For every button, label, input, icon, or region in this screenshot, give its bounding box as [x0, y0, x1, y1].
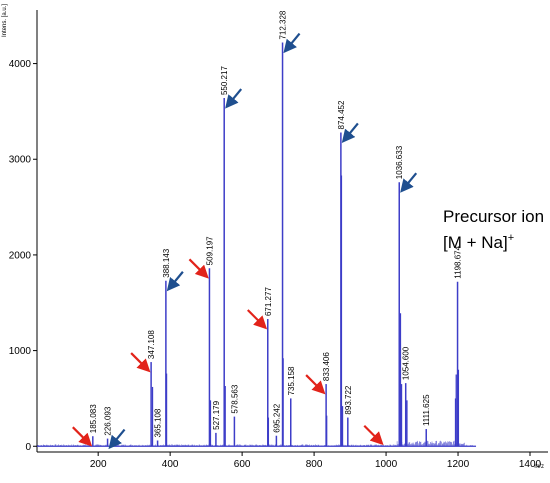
peak-label: 578.563: [230, 384, 239, 413]
peak-label: 712.328: [279, 10, 288, 39]
blue-arrow: [341, 122, 359, 144]
peak-label: 185.083: [89, 404, 98, 433]
blue-arrow: [108, 428, 126, 450]
peak-label: 550.217: [220, 66, 229, 95]
red-arrow: [246, 309, 268, 330]
precursor-formula: [M + Na]: [443, 233, 508, 252]
peak-label: 874.452: [337, 100, 346, 129]
y-ticks: 0 1000 2000 3000 4000: [9, 59, 37, 453]
x-tick-label: 600: [234, 459, 251, 470]
peak-label: 347.108: [147, 330, 156, 359]
x-axis-label: m/z: [534, 464, 544, 470]
peak-label: 833.406: [322, 352, 331, 381]
precursor-line1: Precursor ion: [443, 207, 544, 226]
peak-label: 735.158: [287, 366, 296, 395]
x-tick-label: 1200: [447, 459, 470, 470]
precursor-charge-sup: +: [508, 232, 514, 244]
x-tick-label: 1000: [375, 459, 398, 470]
y-tick-label: 2000: [9, 250, 32, 261]
peak-label: 893.722: [344, 385, 353, 414]
x-ticks: 200 400 600 800 1000 1200 1400: [90, 452, 542, 470]
spectrum-peaks: [92, 42, 460, 447]
peak-label: 365.108: [154, 408, 163, 437]
peak-label: 226.093: [104, 406, 113, 435]
blue-arrow: [400, 172, 418, 193]
red-arrow: [363, 425, 384, 446]
blue-arrow: [225, 88, 243, 109]
axes: 0 1000 2000 3000 4000 200 400 600 800 1000 1200 14…: [2, 4, 548, 470]
peak-label: 509.197: [205, 236, 214, 265]
peak-label: 1198.674: [454, 245, 463, 278]
y-tick-label: 1000: [9, 346, 32, 357]
peak-label: 1054.600: [402, 346, 411, 380]
peak-label: 695.242: [272, 403, 281, 432]
x-tick-label: 1400: [519, 459, 542, 470]
red-arrow: [305, 374, 326, 395]
y-tick-label: 3000: [9, 155, 32, 166]
precursor-annotation: Precursor ion [M + Na]+: [443, 207, 544, 252]
baseline-noise: [37, 440, 477, 447]
peak-label: 1036.633: [395, 145, 404, 179]
peak-labels: 185.083 226.093 347.108 365.108 388.143 509.1…: [89, 10, 463, 437]
peak-label: 1111.625: [422, 394, 431, 426]
red-arrow: [188, 258, 209, 279]
blue-arrow: [166, 271, 184, 292]
red-arrow: [130, 352, 151, 373]
peak-label: 388.143: [162, 248, 171, 277]
x-tick-label: 200: [90, 459, 107, 470]
y-tick-label: 4000: [9, 59, 32, 70]
peak-label: 527.179: [212, 400, 221, 429]
arrows: [72, 32, 418, 450]
red-arrow: [72, 426, 93, 447]
y-tick-label: 0: [25, 442, 31, 453]
x-tick-label: 400: [162, 459, 179, 470]
y-axis-label: Intens. [a.u.]: [2, 4, 8, 37]
x-tick-label: 800: [306, 459, 323, 470]
peak-label: 671.277: [264, 287, 273, 316]
blue-arrow: [283, 32, 301, 54]
precursor-line2: [M + Na]+: [443, 232, 514, 252]
